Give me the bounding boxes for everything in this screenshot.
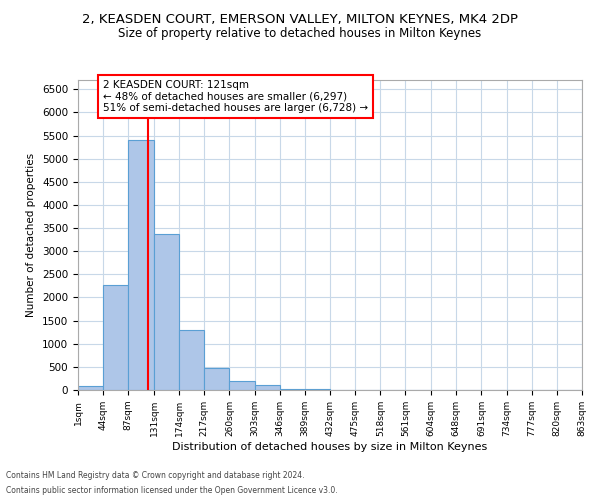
Bar bbox=[280, 388, 305, 390]
Text: Size of property relative to detached houses in Milton Keynes: Size of property relative to detached ho… bbox=[118, 28, 482, 40]
Bar bbox=[154, 234, 179, 390]
X-axis label: Distribution of detached houses by size in Milton Keynes: Distribution of detached houses by size … bbox=[172, 442, 488, 452]
Text: 2, KEASDEN COURT, EMERSON VALLEY, MILTON KEYNES, MK4 2DP: 2, KEASDEN COURT, EMERSON VALLEY, MILTON… bbox=[82, 12, 518, 26]
Bar bbox=[78, 386, 103, 390]
Bar bbox=[204, 368, 229, 390]
Text: Contains HM Land Registry data © Crown copyright and database right 2024.: Contains HM Land Registry data © Crown c… bbox=[6, 471, 305, 480]
Bar bbox=[229, 381, 254, 390]
Bar bbox=[179, 330, 204, 390]
Y-axis label: Number of detached properties: Number of detached properties bbox=[26, 153, 37, 317]
Text: Contains public sector information licensed under the Open Government Licence v3: Contains public sector information licen… bbox=[6, 486, 338, 495]
Bar bbox=[103, 284, 128, 390]
Text: 2 KEASDEN COURT: 121sqm
← 48% of detached houses are smaller (6,297)
51% of semi: 2 KEASDEN COURT: 121sqm ← 48% of detache… bbox=[103, 80, 368, 113]
Bar bbox=[128, 140, 154, 390]
Bar bbox=[254, 386, 280, 390]
